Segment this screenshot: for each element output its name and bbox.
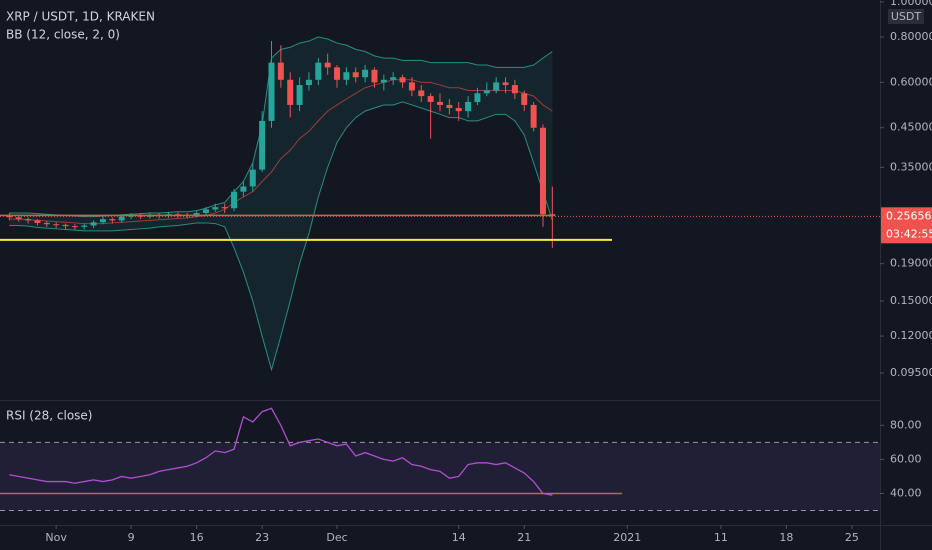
candle-body [343,72,350,80]
x-tick-label: 23 [255,531,269,544]
x-tick-label: 21 [517,531,531,544]
band-lower [9,101,553,372]
x-tick-label: 25 [845,531,859,544]
y-tick-label: 0.45000 [890,121,932,134]
candle-body [109,219,116,221]
band-fill [9,37,553,370]
candle-body [474,93,481,102]
candle-body [380,79,387,83]
y-tick-label: 0.12000 [890,329,932,342]
candle-body [202,209,209,214]
candle-body [71,226,78,228]
y-tick-label: 0.60000 [890,75,932,88]
candle-body [427,96,434,102]
y-tick-label: 40.00 [890,486,922,499]
candle-body [81,225,88,227]
band-middle [9,79,553,225]
candle-body [502,82,509,86]
candle-body [334,67,341,80]
countdown: 03:42:55 [886,227,932,240]
x-tick-label: Nov [45,531,67,544]
candle-body [418,90,425,97]
x-tick-label: Dec [326,531,347,544]
chart-title: XRP / USDT, 1D, KRAKEN [6,10,155,24]
y-tick-label: 80.00 [890,418,922,431]
candle-body [34,220,41,223]
candle-body [212,207,219,210]
candle-body [305,79,312,86]
candle-body [446,104,453,109]
candle-body [493,82,500,91]
candle-body [268,62,275,121]
candle-body [249,169,256,187]
y-tick-label: 0.35000 [890,160,932,173]
candle-body [25,219,32,221]
candle-body [483,90,490,94]
x-tick-label: 14 [452,531,466,544]
y-tick-label: 0.80000 [890,30,932,43]
candle-body [118,216,125,221]
candle-body [315,62,322,80]
last-price-tag [881,207,932,244]
x-tick-label: 11 [714,531,728,544]
rsi-line [9,407,553,496]
candle-body [455,108,462,112]
y-tick-label: 0.09500 [890,366,932,379]
candle-body [15,217,22,220]
candle-body [549,214,556,217]
candle-body [465,101,472,112]
y-tick-label: 0.19000 [890,257,932,270]
candle-body [62,224,69,227]
unit-label: USDT [891,10,922,23]
candle-body [530,104,537,128]
last-price-label: 0.25656 [886,209,932,222]
rsi-band-fill [0,442,880,511]
candle-body [221,207,228,209]
y-tick-label: 60.00 [890,452,922,465]
candle-body [324,62,331,68]
indicator-title: BB (12, close, 2, 0) [6,28,120,42]
rsi-title: RSI (28, close) [6,409,92,423]
x-tick-label: 16 [190,531,204,544]
unit-box [888,9,924,24]
x-tick-label: 9 [128,531,135,544]
candle-body [90,222,97,226]
candle-body [240,186,247,192]
y-tick-label: 0.15000 [890,294,932,307]
candle-body [259,120,266,170]
x-tick-label: 2021 [613,531,641,544]
candle-body [99,219,106,223]
candle-body [362,69,369,78]
candle-body [193,213,200,216]
candle-body [277,62,284,80]
candle-body [437,101,443,105]
candle-body [53,224,60,226]
candle-body [352,72,359,78]
candle-body [511,85,518,94]
candle-body [287,79,294,105]
candle-body [296,85,303,105]
candle-body [371,69,378,83]
y-tick-label: 1.00000 [890,0,932,8]
candle-body [521,93,528,105]
candle-body [231,191,238,209]
candle-body [399,77,406,83]
candle-body [408,82,415,91]
x-tick-label: 18 [779,531,793,544]
candle-body [390,77,397,80]
candle-body [539,127,546,215]
candle-body [43,222,50,225]
